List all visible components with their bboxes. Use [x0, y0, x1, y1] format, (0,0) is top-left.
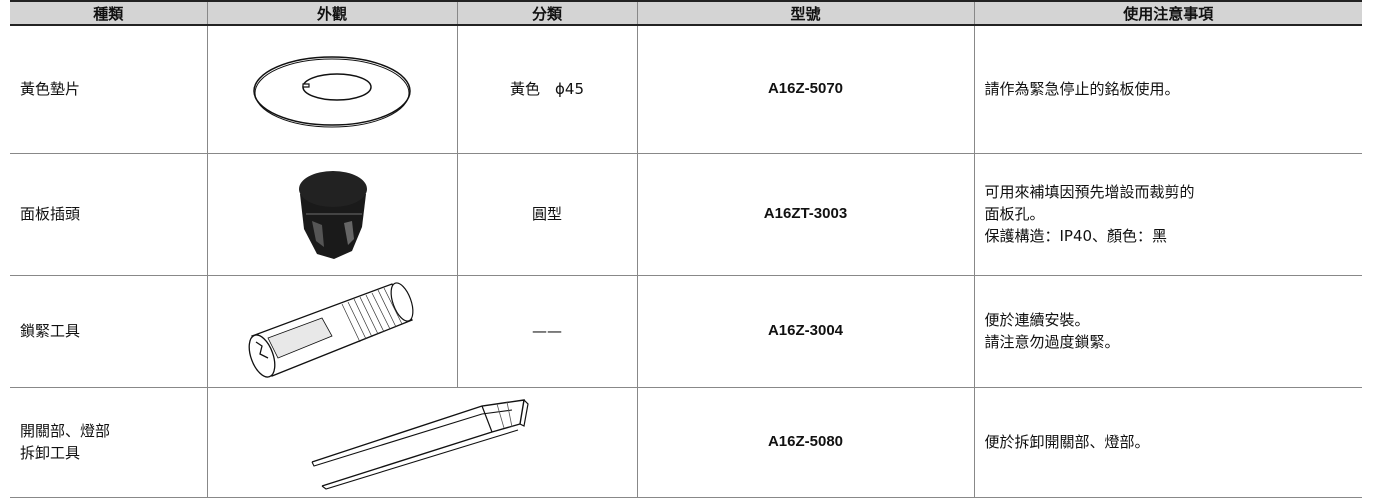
- notes-text: 面板孔。: [984, 205, 1045, 223]
- washer-image: [253, 56, 411, 128]
- notes-text: 便於拆卸開關部、燈部。: [984, 433, 1150, 451]
- column-header: 外觀: [206, 0, 458, 26]
- notes-text: 便於連續安裝。: [984, 311, 1090, 329]
- category-cell: 圓型: [456, 152, 638, 276]
- accessory-table: 種類 外觀 分類 型號 使用注意事項 黃色墊片 黃色 ϕ45 A16Z-5070 請作為緊急…: [10, 0, 1362, 498]
- name-text: 開關部、燈部: [20, 422, 111, 440]
- column-header: 使用注意事項: [973, 0, 1362, 26]
- image-cell: [206, 386, 638, 498]
- name-cell: 黃色墊片: [10, 24, 208, 154]
- column-header: 種類: [10, 0, 208, 26]
- notes-cell: 便於拆卸開關部、燈部。: [973, 386, 1362, 498]
- name-text: 鎖緊工具: [20, 322, 81, 340]
- notes-cell: 可用來補填因預先增設而裁剪的 面板孔。保護構造：IP40、顏色：黑: [973, 152, 1362, 276]
- image-cell: [206, 152, 458, 276]
- table-row: 黃色墊片 黃色 ϕ45 A16Z-5070 請作為緊急停止的銘板使用。: [10, 24, 1362, 154]
- tweezers-image: [311, 399, 529, 490]
- model-cell: A16Z-5070: [636, 24, 975, 154]
- model-cell: A16Z-5080: [636, 386, 975, 498]
- category-cell: ——: [456, 274, 638, 388]
- column-header: 型號: [636, 0, 975, 26]
- header-row: 種類 外觀 分類 型號 使用注意事項: [10, 0, 1362, 26]
- column-header: 分類: [456, 0, 638, 26]
- table-body: 黃色墊片 黃色 ϕ45 A16Z-5070 請作為緊急停止的銘板使用。面板插頭 圓型…: [10, 24, 1362, 498]
- name-text: 面板插頭: [20, 205, 81, 223]
- notes-text: 可用來補填因預先增設而裁剪的: [984, 183, 1195, 201]
- table-row: 面板插頭 圓型 A16ZT-3003 可用來補填因預先增設而裁剪的 面板孔。 保護構造：…: [10, 152, 1362, 276]
- name-cell: 面板插頭: [10, 152, 208, 276]
- image-cell: [206, 24, 458, 154]
- notes-cell: 請作為緊急停止的銘板使用。: [973, 24, 1362, 154]
- name-cell: 鎖緊工具: [10, 274, 208, 388]
- table-row: 鎖緊工具 —— A16Z-3004 便於連續安裝。 請注意勿過度鎖緊。: [10, 274, 1362, 388]
- tool-image: [248, 282, 414, 378]
- category-cell: 黃色 ϕ45: [456, 24, 638, 154]
- name-text: 黃色墊片: [20, 80, 81, 99]
- name-text: 拆卸工具: [20, 444, 81, 462]
- image-cell: [206, 274, 458, 388]
- notes-text: 請作為緊急停止的銘板使用。: [984, 80, 1180, 99]
- notes-text: 請注意勿過度鎖緊。: [984, 333, 1120, 351]
- table-row: 開關部、燈部 拆卸工具 A16Z-5080 便於拆卸開關部、燈部。: [10, 386, 1362, 498]
- notes-text: 保護構造：IP40、顏色：黑: [984, 227, 1168, 245]
- notes-cell: 便於連續安裝。請注意勿過度鎖緊。: [973, 274, 1362, 388]
- name-cell: 開關部、燈部 拆卸工具: [10, 386, 208, 498]
- model-cell: A16Z-3004: [636, 274, 975, 388]
- model-cell: A16ZT-3003: [636, 152, 975, 276]
- plug-image: [299, 171, 367, 259]
